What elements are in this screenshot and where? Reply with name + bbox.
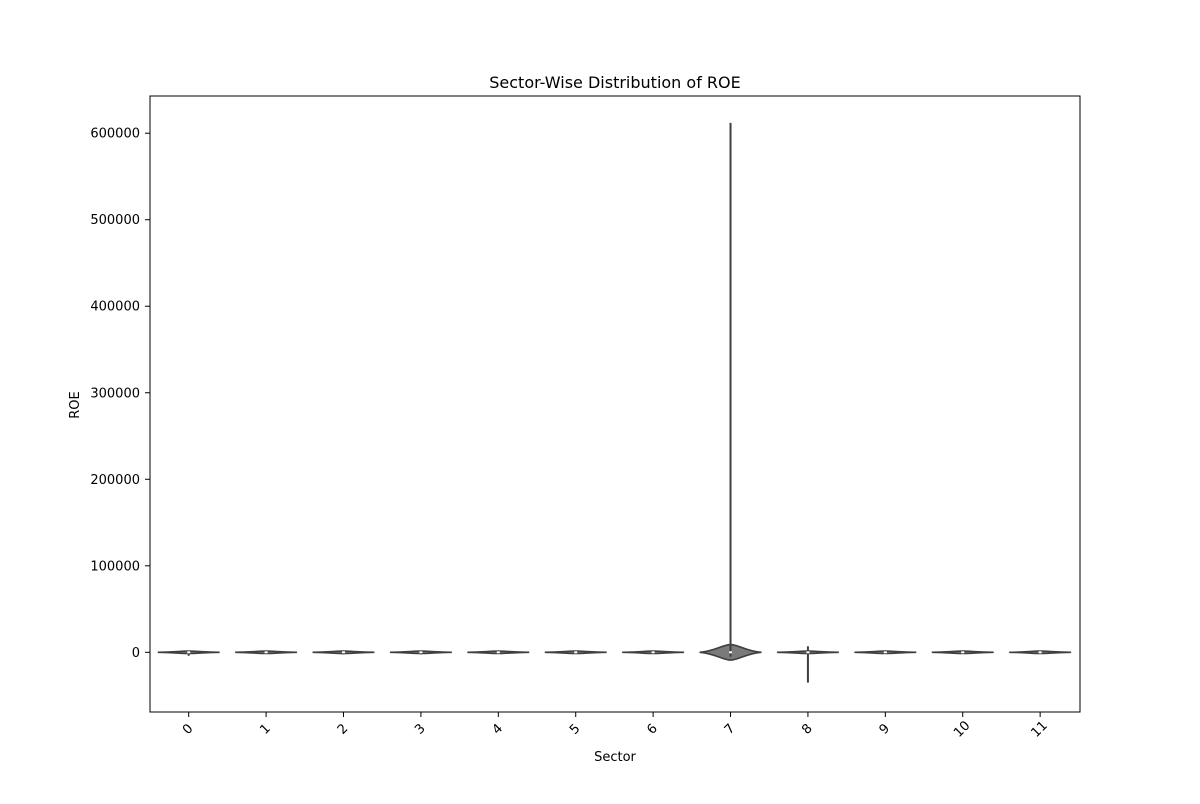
violin-median-marker — [651, 651, 655, 654]
violin-median-marker — [806, 651, 810, 654]
violin-median-marker — [729, 651, 733, 654]
y-tick-label: 500000 — [90, 213, 140, 228]
y-tick-label: 200000 — [90, 473, 140, 488]
violin-median-marker — [342, 651, 346, 654]
chart-title: Sector-Wise Distribution of ROE — [489, 73, 740, 92]
violin-median-marker — [419, 651, 423, 654]
violin-sector-5 — [544, 650, 607, 655]
x-tick-label: 5 — [567, 721, 583, 737]
violin-sector-4 — [467, 650, 530, 655]
violin-sector-0 — [157, 650, 220, 656]
violin-sector-10 — [931, 650, 994, 655]
x-tick-label: 9 — [877, 721, 893, 737]
x-tick-label: 3 — [412, 721, 428, 737]
x-tick-label: 11 — [1029, 718, 1051, 740]
violin-median-marker — [574, 651, 578, 654]
y-tick-label: 600000 — [90, 127, 140, 142]
y-tick-label: 100000 — [90, 559, 140, 574]
x-tick-label: 8 — [799, 721, 815, 737]
violin-sector-9 — [854, 650, 917, 655]
violin-sector-2 — [312, 650, 375, 655]
y-tick-label: 0 — [132, 646, 140, 661]
x-tick-label: 6 — [644, 721, 660, 737]
violin-median-marker — [264, 651, 268, 654]
violin-median-marker — [883, 651, 887, 654]
x-axis-label: Sector — [594, 750, 636, 765]
violin-sector-8 — [776, 646, 839, 683]
x-tick-label: 7 — [722, 721, 738, 737]
x-tick-label: 4 — [490, 721, 506, 737]
violin-sector-3 — [389, 650, 452, 655]
violin-sector-7 — [699, 122, 762, 661]
violin-median-marker — [496, 651, 500, 654]
y-axis-label: ROE — [68, 391, 83, 418]
x-tick-label: 10 — [951, 718, 973, 740]
x-tick-label: 0 — [180, 721, 196, 737]
violin-sector-11 — [1009, 650, 1072, 655]
violin-sector-6 — [622, 650, 685, 655]
violin-median-marker — [187, 651, 191, 654]
y-tick-label: 400000 — [90, 300, 140, 315]
violin-median-marker — [961, 651, 965, 654]
violin-median-marker — [1038, 651, 1042, 654]
violin-sector-1 — [235, 650, 298, 655]
y-tick-label: 300000 — [90, 386, 140, 401]
x-tick-label: 2 — [335, 721, 351, 737]
x-tick-label: 1 — [257, 721, 273, 737]
axes-frame — [149, 95, 1081, 713]
